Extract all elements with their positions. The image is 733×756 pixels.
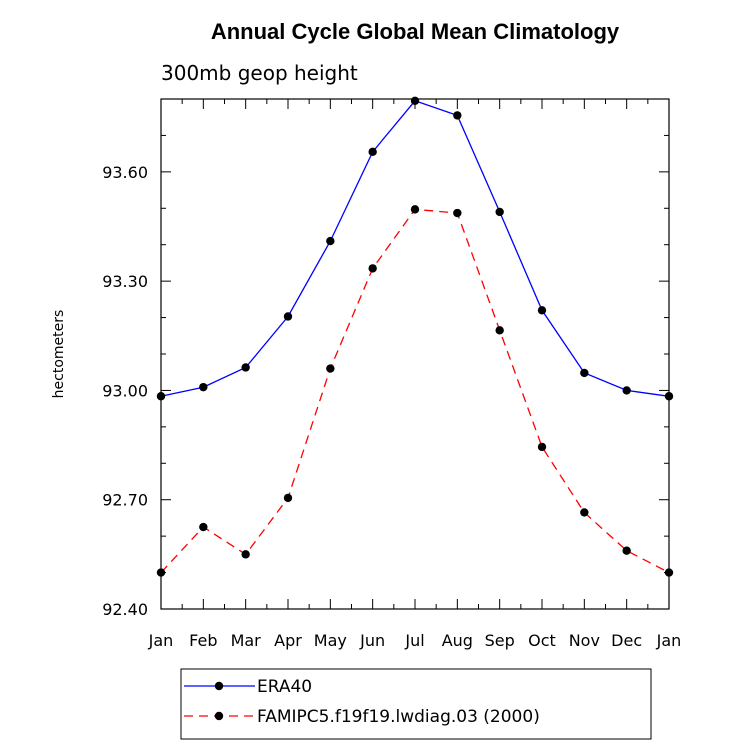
y-tick-label: 93.30: [102, 272, 148, 291]
plot-frame: [160, 98, 670, 610]
series-2-point: [368, 264, 377, 273]
y-tick-label: 92.70: [102, 491, 148, 510]
series-1-point: [495, 207, 504, 217]
series-1-point: [537, 306, 547, 315]
series-2-point: [199, 522, 208, 532]
y-tick-label: 93.00: [102, 381, 148, 400]
y-tick-label: 93.60: [102, 163, 148, 182]
x-tick-label: Apr: [274, 631, 302, 650]
ticks-layer: [160, 98, 670, 610]
legend-box: [180, 668, 652, 740]
legend-label-2: FAMIPC5.f19f19.lwdiag.03 (2000): [257, 707, 540, 727]
x-tick-label: Sep: [485, 631, 515, 650]
series-2-point: [326, 364, 335, 373]
x-tick-label: Feb: [189, 631, 217, 650]
series-2-point: [410, 205, 420, 214]
series-1-point: [368, 147, 377, 157]
series-2-point: [453, 208, 462, 218]
legend: ERA40 FAMIPC5.f19f19.lwdiag.03 (2000): [180, 668, 652, 740]
series-1-point: [580, 368, 589, 378]
series-line-1: [160, 100, 670, 397]
series-2-point: [495, 326, 504, 335]
x-tick-label: Jul: [404, 631, 424, 650]
x-tick-labels: Jan Feb Mar Apr May Jun Jul Aug Sep Oct Nov Dec Jan: [148, 631, 682, 650]
series-1-point: [622, 386, 631, 395]
series-1-point: [241, 363, 250, 372]
series-2-point: [537, 442, 547, 452]
x-tick-label: Jun: [359, 631, 385, 650]
chart-title: Annual Cycle Global Mean Climatology: [211, 19, 620, 44]
legend-marker-2: [214, 711, 224, 721]
y-tick-labels: 92.40 92.70 93.00 93.30 93.60: [102, 163, 148, 619]
x-tick-label: Dec: [611, 631, 642, 650]
series-1-point: [453, 111, 462, 120]
legend-items: ERA40 FAMIPC5.f19f19.lwdiag.03 (2000): [184, 677, 540, 727]
series-layer: [156, 96, 674, 577]
x-tick-label: Jan: [148, 631, 174, 650]
series-1-point: [410, 96, 420, 106]
series-2-point: [580, 508, 589, 517]
series-line-2: [160, 208, 670, 574]
series-2-point: [241, 550, 250, 559]
series-1-point: [283, 312, 293, 321]
x-tick-label: Mar: [231, 631, 262, 650]
x-tick-label: Nov: [569, 631, 600, 650]
series-2-point: [283, 493, 293, 503]
x-tick-label: Oct: [528, 631, 556, 650]
x-tick-label: Jan: [656, 631, 682, 650]
y-axis-label: hectometers: [51, 310, 67, 399]
legend-marker-1: [214, 681, 224, 691]
chart-subtitle: 300mb geop height: [161, 61, 358, 85]
y-tick-label: 92.40: [102, 600, 148, 619]
x-tick-label: May: [314, 631, 347, 650]
series-1-point: [199, 382, 208, 392]
legend-label-1: ERA40: [257, 677, 312, 697]
x-tick-label: Aug: [442, 631, 473, 650]
series-1-point: [326, 236, 335, 246]
series-2-point: [622, 546, 631, 555]
